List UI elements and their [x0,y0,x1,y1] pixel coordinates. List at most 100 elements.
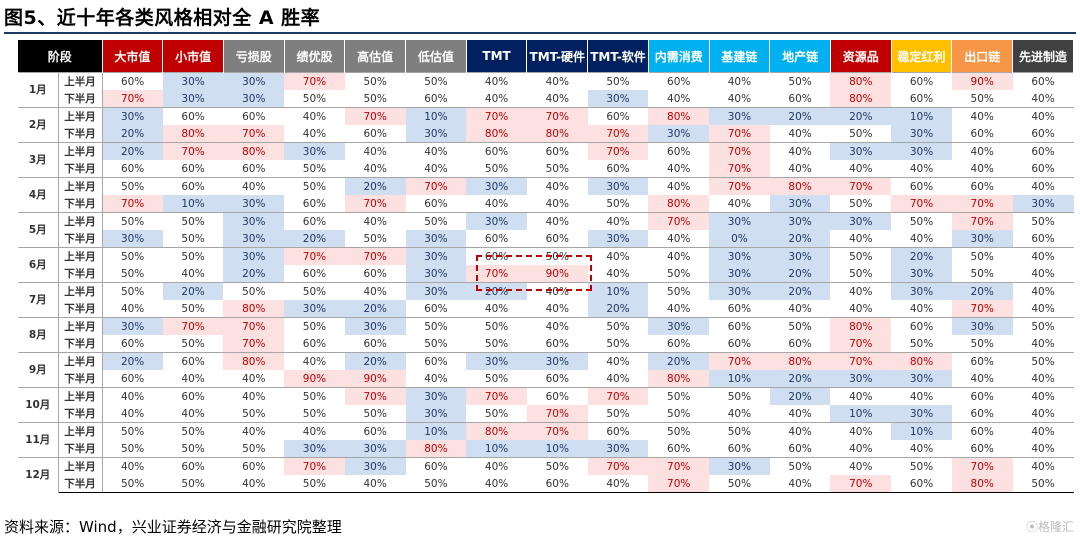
cell-value: 40% [344,142,406,160]
cell-value: 70% [709,142,770,160]
cell-value: 20% [162,282,224,300]
win-rate-table: 阶段 大市值 小市值 亏损股 绩优股 高估值 低估值 TMT TMT-硬件 TMT-软件 内需消费… [18,40,1074,493]
table-row: 6月 上半月 50% 50% 30% 70% 70% 30% 60% 50% 40% 40% 30% 30… [18,247,1074,283]
cell-value: 40% [587,247,649,265]
cell-value: 20% [648,352,710,370]
cell-value: 40% [667,232,691,245]
cell-value: 30% [102,230,163,248]
cell-value: 60% [1031,162,1055,175]
cell-value: 70% [951,212,1013,230]
half-label: 下半月 [58,475,103,493]
half-label: 上半月 [58,422,103,440]
half-label: 上半月 [58,177,103,195]
cell-value: 30% [709,282,770,300]
cell-value: 70% [526,405,588,423]
cell-value: 40% [849,302,873,315]
cell-value: 70% [587,142,649,160]
cell-value: 40% [727,407,752,420]
cell-value: 50% [970,267,994,280]
cell-value: 50% [405,212,467,230]
cell-value: 30% [405,405,467,423]
cell-value: 40% [1012,387,1074,405]
cell-value: 0% [709,230,770,248]
cell-value: 50% [284,475,345,493]
cell-value: 30% [526,352,588,370]
cell-value: 30% [769,212,831,230]
cell-value: 30% [891,370,952,388]
half-label: 上半月 [58,142,103,160]
cell-value: 60% [405,457,467,475]
cell-value: 50% [302,407,327,420]
cell-value: 60% [162,107,224,125]
cell-value: 30% [648,125,710,143]
cell-value: 70% [466,387,527,405]
cell-value: 60% [545,372,569,385]
half-label: 上半月 [58,317,103,335]
cell-value: 50% [648,282,710,300]
header-col-5: 低估值 [405,40,467,73]
half-label: 下半月 [58,370,103,388]
cell-value: 50% [709,475,770,493]
cell-value: 50% [648,422,710,440]
cell-value: 50% [405,317,467,335]
month-label: 10月 [18,387,59,423]
cell-value: 20% [769,265,831,283]
cell-value: 60% [970,442,994,455]
cell-value: 40% [526,282,588,300]
cell-value: 30% [223,90,285,108]
cell-value: 50% [951,247,1013,265]
half-label: 下半月 [58,405,103,423]
cell-value: 50% [363,232,387,245]
cell-value: 60% [788,337,812,350]
cell-value: 80% [830,90,892,108]
half-label: 下半月 [58,265,103,283]
cell-value: 50% [1012,352,1074,370]
cell-value: 30% [891,265,952,283]
header-stage: 阶段 [18,40,103,73]
cell-value: 60% [727,442,752,455]
header-col-12: 资源品 [830,40,892,73]
cell-value: 40% [545,302,569,315]
cell-value: 30% [1012,195,1074,213]
cell-value: 40% [1031,267,1055,280]
cell-value: 70% [344,387,406,405]
cell-value: 70% [162,142,224,160]
cell-value: 40% [709,72,770,90]
cell-value: 20% [769,387,831,405]
table-row: 下半月 60% 50% 70% 60% 60% 50% 50% 60% 50% 60% 60% 60% 7… [18,335,1074,353]
cell-value: 10% [830,405,892,423]
cell-value: 60% [526,142,588,160]
half-label: 上半月 [58,247,103,265]
cell-value: 30% [284,142,345,160]
table-row: 下半月 40% 40% 50% 50% 50% 30% 50% 70% 50% 50% 40% 40% 1… [18,405,1074,423]
cell-value: 50% [344,72,406,90]
cell-value: 50% [363,407,387,420]
table-row: 下半月 30% 50% 30% 20% 50% 30% 60% 60% 30% 40% 0% 20% 40… [18,230,1074,248]
cell-value: 40% [727,92,752,105]
cell-value: 40% [344,475,406,493]
cell-value: 40% [284,422,345,440]
cell-value: 10% [891,422,952,440]
cell-value: 60% [667,337,691,350]
cell-value: 40% [120,302,145,315]
half-label: 上半月 [58,72,103,90]
cell-value: 60% [891,317,952,335]
cell-value: 40% [830,457,892,475]
month-label: 4月 [18,177,59,213]
cell-value: 40% [223,387,285,405]
table-row: 11月 上半月 50% 50% 40% 40% 60% 10% 80% 70% 60% 50% 50% 4… [18,422,1074,458]
cell-value: 30% [891,282,952,300]
cell-value: 40% [587,212,649,230]
cell-value: 60% [405,352,467,370]
cell-value: 30% [344,440,406,458]
cell-value: 60% [120,162,145,175]
cell-value: 60% [727,337,752,350]
cell-value: 40% [1012,247,1074,265]
cell-value: 40% [484,92,509,105]
cell-value: 40% [545,197,569,210]
half-label: 上半月 [58,282,103,300]
cell-value: 40% [484,302,509,315]
cell-value: 50% [162,475,224,493]
cell-value: 10% [405,422,467,440]
cell-value: 60% [162,177,224,195]
